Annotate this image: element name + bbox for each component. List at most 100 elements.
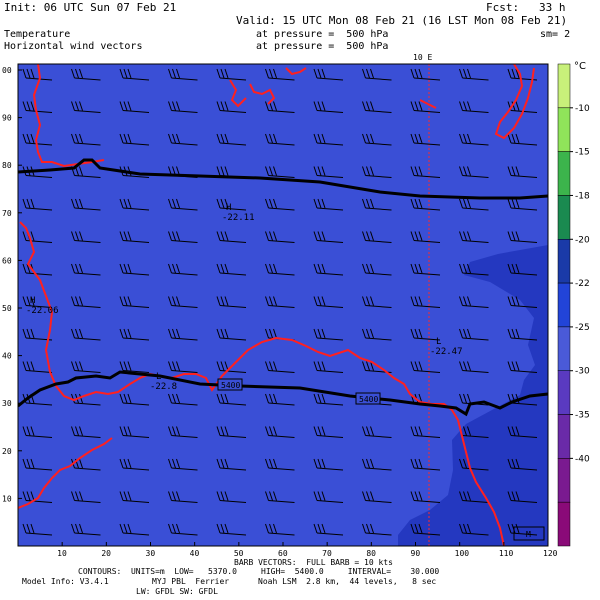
colorbar-swatch <box>557 195 571 240</box>
wind-barb <box>216 296 247 308</box>
contour-label: 5400 <box>359 395 378 404</box>
y-tick-label: 50 <box>2 304 12 313</box>
colorbar-label: -10 <box>575 104 590 114</box>
wind-barb <box>22 458 53 471</box>
wind-barb <box>119 361 150 373</box>
contour-south <box>18 370 548 417</box>
colorbar: -10 -15 -18 -20 -22 -25 -30 -35 -40 <box>557 63 590 547</box>
wind-barb <box>22 133 53 146</box>
wind-barb <box>459 133 489 146</box>
colorbar-swatch <box>557 370 571 415</box>
wind-barb <box>507 263 538 276</box>
wind-barb <box>313 198 344 211</box>
wind-barb <box>119 458 150 471</box>
wind-barb <box>507 426 538 438</box>
wind-barb <box>410 361 441 373</box>
wind-barb <box>362 263 392 276</box>
x-tick-label: 100 <box>455 549 470 558</box>
wind-barb <box>71 426 101 438</box>
wind-barb <box>362 328 392 341</box>
y-tick-label: 00 <box>2 66 12 75</box>
field2-name: Horizontal wind vectors <box>4 41 143 52</box>
valid-time: Valid: 15 UTC Mon 08 Feb 21 (16 LST Mon … <box>236 14 568 27</box>
x-axis-ticks: 10 20 30 40 50 60 70 80 90 100 110 120 <box>57 542 558 558</box>
wind-barb <box>410 426 441 438</box>
y-axis-ticks: 10 20 30 40 50 60 70 80 90 00 <box>2 66 22 503</box>
wind-barb <box>410 263 441 276</box>
wind-barb <box>265 393 295 406</box>
wind-barb <box>216 361 247 373</box>
colorbar-label: -18 <box>575 191 590 201</box>
wind-barb <box>459 101 489 113</box>
wind-barb <box>362 133 392 146</box>
wind-barb <box>216 101 247 113</box>
wind-barb <box>119 426 150 438</box>
wind-barb <box>22 491 53 503</box>
wind-barb <box>507 198 538 211</box>
high-value: -22.06 <box>26 306 59 316</box>
wind-barb <box>71 263 101 276</box>
meridian-label: 10 E <box>413 53 432 62</box>
contour-label-box <box>355 392 381 405</box>
smoothing: sm= 2 <box>540 29 571 40</box>
wind-barb <box>71 458 101 471</box>
wind-barb <box>168 68 198 81</box>
y-tick-label: 20 <box>2 447 12 456</box>
x-tick-label: 70 <box>322 549 332 558</box>
wind-barb <box>313 263 344 276</box>
wind-barb <box>216 231 247 243</box>
wind-barb <box>410 133 441 146</box>
field1-name: Temperature <box>4 29 71 40</box>
wind-barb <box>410 101 441 113</box>
field1-pressure: at pressure = 500 hPa <box>256 29 389 40</box>
wind-barb <box>119 231 150 243</box>
corner-box <box>513 526 545 541</box>
wind-barb <box>459 361 489 373</box>
wind-barb <box>22 101 53 113</box>
wind-barb <box>119 523 150 536</box>
wind-barb <box>71 133 101 146</box>
wind-barb <box>313 393 344 406</box>
field2-pressure: at pressure = 500 hPa <box>256 41 389 52</box>
colorbar-swatch <box>557 107 571 152</box>
wind-barb <box>216 393 247 406</box>
wind-barb <box>507 361 538 373</box>
high-marker: H <box>226 203 231 213</box>
wind-barb <box>216 133 247 146</box>
wind-barb <box>71 328 101 341</box>
y-tick-label: 30 <box>2 399 12 408</box>
wind-barb <box>119 491 150 503</box>
wind-barb <box>313 296 344 308</box>
wind-barb <box>168 491 198 503</box>
wind-barb <box>216 426 247 438</box>
wind-barb <box>313 426 344 438</box>
colorbar-swatch <box>557 151 571 196</box>
y-tick-label: 80 <box>2 161 12 170</box>
colorbar-label: -15 <box>575 148 590 158</box>
wind-barb <box>119 328 150 341</box>
colorbar-label: -35 <box>575 411 590 421</box>
x-tick-label: 30 <box>146 549 156 558</box>
wind-barb <box>71 393 101 406</box>
wind-barb <box>507 231 538 243</box>
wind-barb <box>459 328 489 341</box>
x-tick-label: 20 <box>101 549 111 558</box>
colorbar-swatch <box>557 282 571 328</box>
wind-barb <box>168 426 198 438</box>
contour-north <box>18 158 548 200</box>
x-tick-label: 40 <box>190 549 200 558</box>
wind-barb <box>362 101 392 113</box>
wind-barb <box>119 198 150 211</box>
low-marker: L <box>156 372 161 382</box>
high-marker: H <box>30 296 35 306</box>
wind-barb <box>168 361 198 373</box>
wind-barb <box>362 491 392 503</box>
colorbar-swatch <box>557 239 571 284</box>
wind-barb <box>71 68 101 81</box>
wind-barb <box>362 296 392 308</box>
wind-barb <box>168 133 198 146</box>
wind-barb <box>216 523 247 536</box>
contour-label-box <box>217 378 243 391</box>
wind-barb <box>168 296 198 308</box>
colorbar-swatch <box>557 63 571 109</box>
